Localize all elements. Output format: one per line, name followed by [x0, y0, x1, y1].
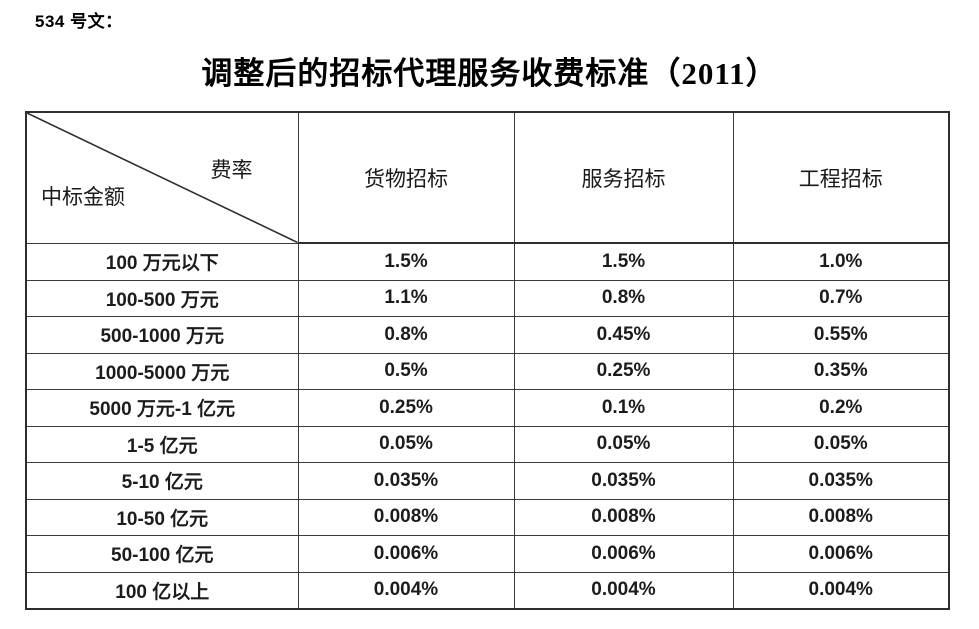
row-label: 1000-5000 万元: [25, 352, 299, 390]
rate-engineering: 0.004%: [732, 571, 950, 610]
row-label: 100 万元以下: [25, 242, 299, 281]
row-label: 1-5 亿元: [25, 425, 299, 463]
table-row: 5-10 亿元 0.035% 0.035% 0.035%: [25, 462, 950, 500]
table-row: 5000 万元-1 亿元 0.25% 0.1% 0.2%: [25, 389, 950, 427]
table-row: 1-5 亿元 0.05% 0.05% 0.05%: [25, 425, 950, 463]
rate-goods: 0.5%: [297, 352, 515, 390]
row-label: 100 亿以上: [25, 571, 299, 610]
rate-goods: 0.25%: [297, 389, 515, 427]
column-header-goods: 货物招标: [297, 111, 515, 244]
rate-engineering: 0.55%: [732, 316, 950, 354]
row-label: 5000 万元-1 亿元: [25, 389, 299, 427]
rate-goods: 1.5%: [297, 242, 515, 281]
table-row: 10-50 亿元 0.008% 0.008% 0.008%: [25, 498, 950, 536]
fee-rate-table: 费率 中标金额 货物招标 服务招标 工程招标 100 万元以下 1.5% 1.5…: [25, 111, 950, 610]
row-label: 50-100 亿元: [25, 535, 299, 573]
column-header-engineering: 工程招标: [732, 111, 950, 244]
rate-engineering: 0.35%: [732, 352, 950, 390]
rate-goods: 0.004%: [297, 571, 515, 610]
table-row: 100 万元以下 1.5% 1.5% 1.0%: [25, 242, 950, 281]
rate-services: 0.25%: [513, 352, 734, 390]
rate-goods: 0.05%: [297, 425, 515, 463]
rate-engineering: 0.006%: [732, 535, 950, 573]
table-row: 500-1000 万元 0.8% 0.45% 0.55%: [25, 316, 950, 354]
rate-goods: 0.035%: [297, 462, 515, 500]
table-row: 1000-5000 万元 0.5% 0.25% 0.35%: [25, 352, 950, 390]
page-title: 调整后的招标代理服务收费标准（2011）: [201, 56, 778, 91]
rate-services: 0.008%: [513, 498, 734, 536]
rate-services: 1.5%: [513, 242, 734, 281]
rate-engineering: 0.035%: [732, 462, 950, 500]
rate-services: 0.006%: [513, 535, 734, 573]
rate-services: 0.8%: [513, 279, 734, 317]
rate-goods: 0.006%: [297, 535, 515, 573]
rate-engineering: 0.7%: [732, 279, 950, 317]
corner-label-bid-amount: 中标金额: [41, 184, 125, 209]
rate-goods: 0.8%: [297, 316, 515, 354]
rate-engineering: 0.008%: [732, 498, 950, 536]
table-row: 50-100 亿元 0.006% 0.006% 0.006%: [25, 535, 950, 573]
diagonal-divider-line: [27, 113, 298, 243]
rate-engineering: 0.05%: [732, 425, 950, 463]
column-header-services: 服务招标: [513, 111, 734, 244]
rate-services: 0.05%: [513, 425, 734, 463]
rate-goods: 0.008%: [297, 498, 515, 536]
row-label: 100-500 万元: [25, 279, 299, 317]
rate-services: 0.45%: [513, 316, 734, 354]
rate-engineering: 1.0%: [732, 242, 950, 281]
table-row: 100 亿以上 0.004% 0.004% 0.004%: [25, 571, 950, 610]
rate-goods: 1.1%: [297, 279, 515, 317]
rate-services: 0.035%: [513, 462, 734, 500]
doc-number-label: 534 号文：: [35, 12, 123, 31]
rate-engineering: 0.2%: [732, 389, 950, 427]
rate-services: 0.004%: [513, 571, 734, 610]
table-header-row: 费率 中标金额 货物招标 服务招标 工程招标: [25, 111, 950, 244]
row-label: 5-10 亿元: [25, 462, 299, 500]
row-label: 10-50 亿元: [25, 498, 299, 536]
table-row: 100-500 万元 1.1% 0.8% 0.7%: [25, 279, 950, 317]
rate-services: 0.1%: [513, 389, 734, 427]
diagonal-corner-cell: 费率 中标金额: [25, 111, 299, 244]
row-label: 500-1000 万元: [25, 316, 299, 354]
corner-label-fee-rate: 费率: [210, 158, 253, 182]
